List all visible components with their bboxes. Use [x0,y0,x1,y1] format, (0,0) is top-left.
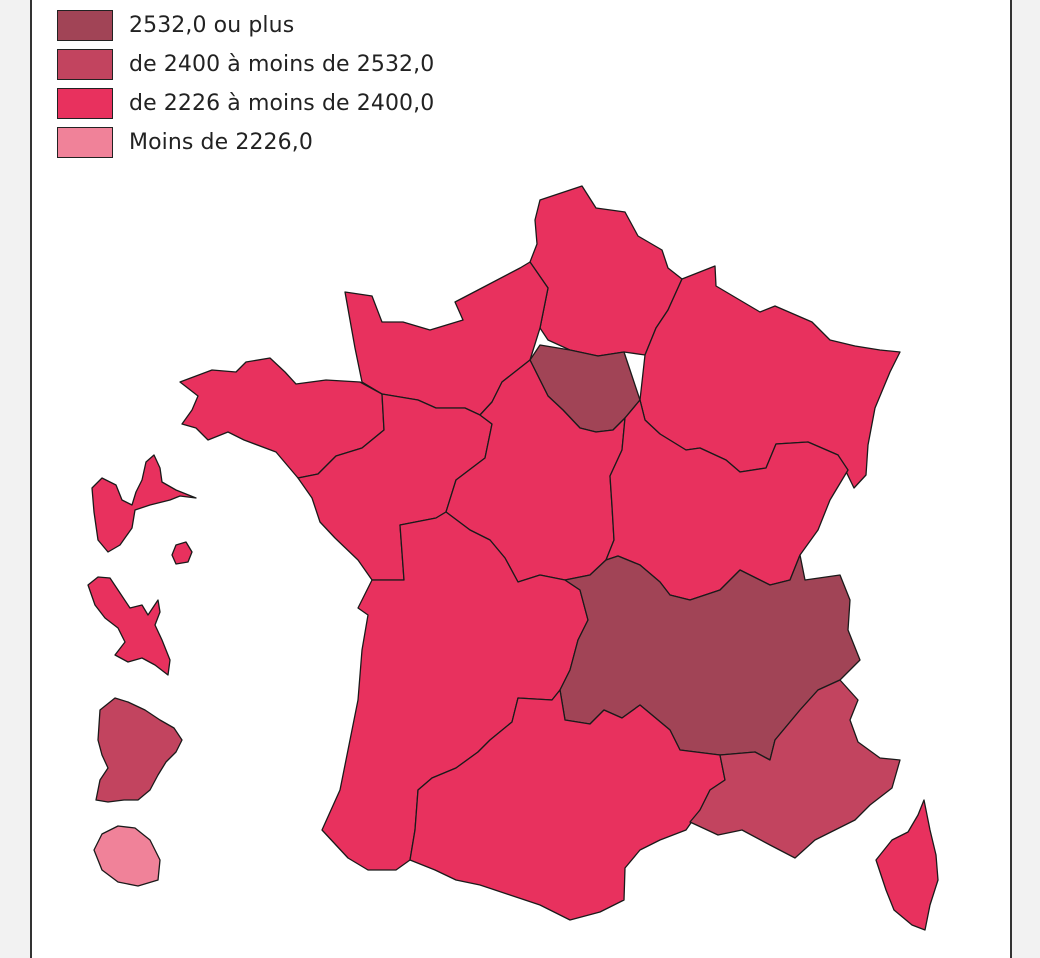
legend-item-3: de 2226 à moins de 2400,0 [57,84,434,123]
legend-swatch-1 [57,10,113,41]
region-occitanie[interactable]: Occitanie [409,689,726,921]
choropleth-map: Hauts-de-France Normandie Bretagne Île-d… [87,185,939,931]
legend-item-1: 2532,0 ou plus [57,6,434,45]
legend-label-1: 2532,0 ou plus [129,13,295,38]
legend-label-3: de 2226 à moins de 2400,0 [129,91,435,116]
legend-item-4: Moins de 2226,0 [57,123,434,162]
legend-swatch-2 [57,49,113,80]
legend-swatch-4 [57,127,113,158]
region-guadeloupe[interactable]: Guadeloupe [91,454,197,553]
region-la-reunion[interactable]: La Réunion [93,825,161,887]
region-guadeloupe-island[interactable]: Guadeloupe [171,541,193,565]
legend-label-2: de 2400 à moins de 2532,0 [129,52,435,77]
legend: 2532,0 ou plus de 2400 à moins de 2532,0… [57,6,434,162]
region-corse[interactable]: Corse [875,799,939,931]
region-guyane[interactable]: Guyane [95,697,183,803]
legend-label-4: Moins de 2226,0 [129,130,313,155]
legend-swatch-3 [57,88,113,119]
region-paca[interactable]: Provence-Alpes-Côte d'Azur [689,679,901,859]
legend-item-2: de 2400 à moins de 2532,0 [57,45,434,84]
region-martinique[interactable]: Martinique [87,576,171,676]
